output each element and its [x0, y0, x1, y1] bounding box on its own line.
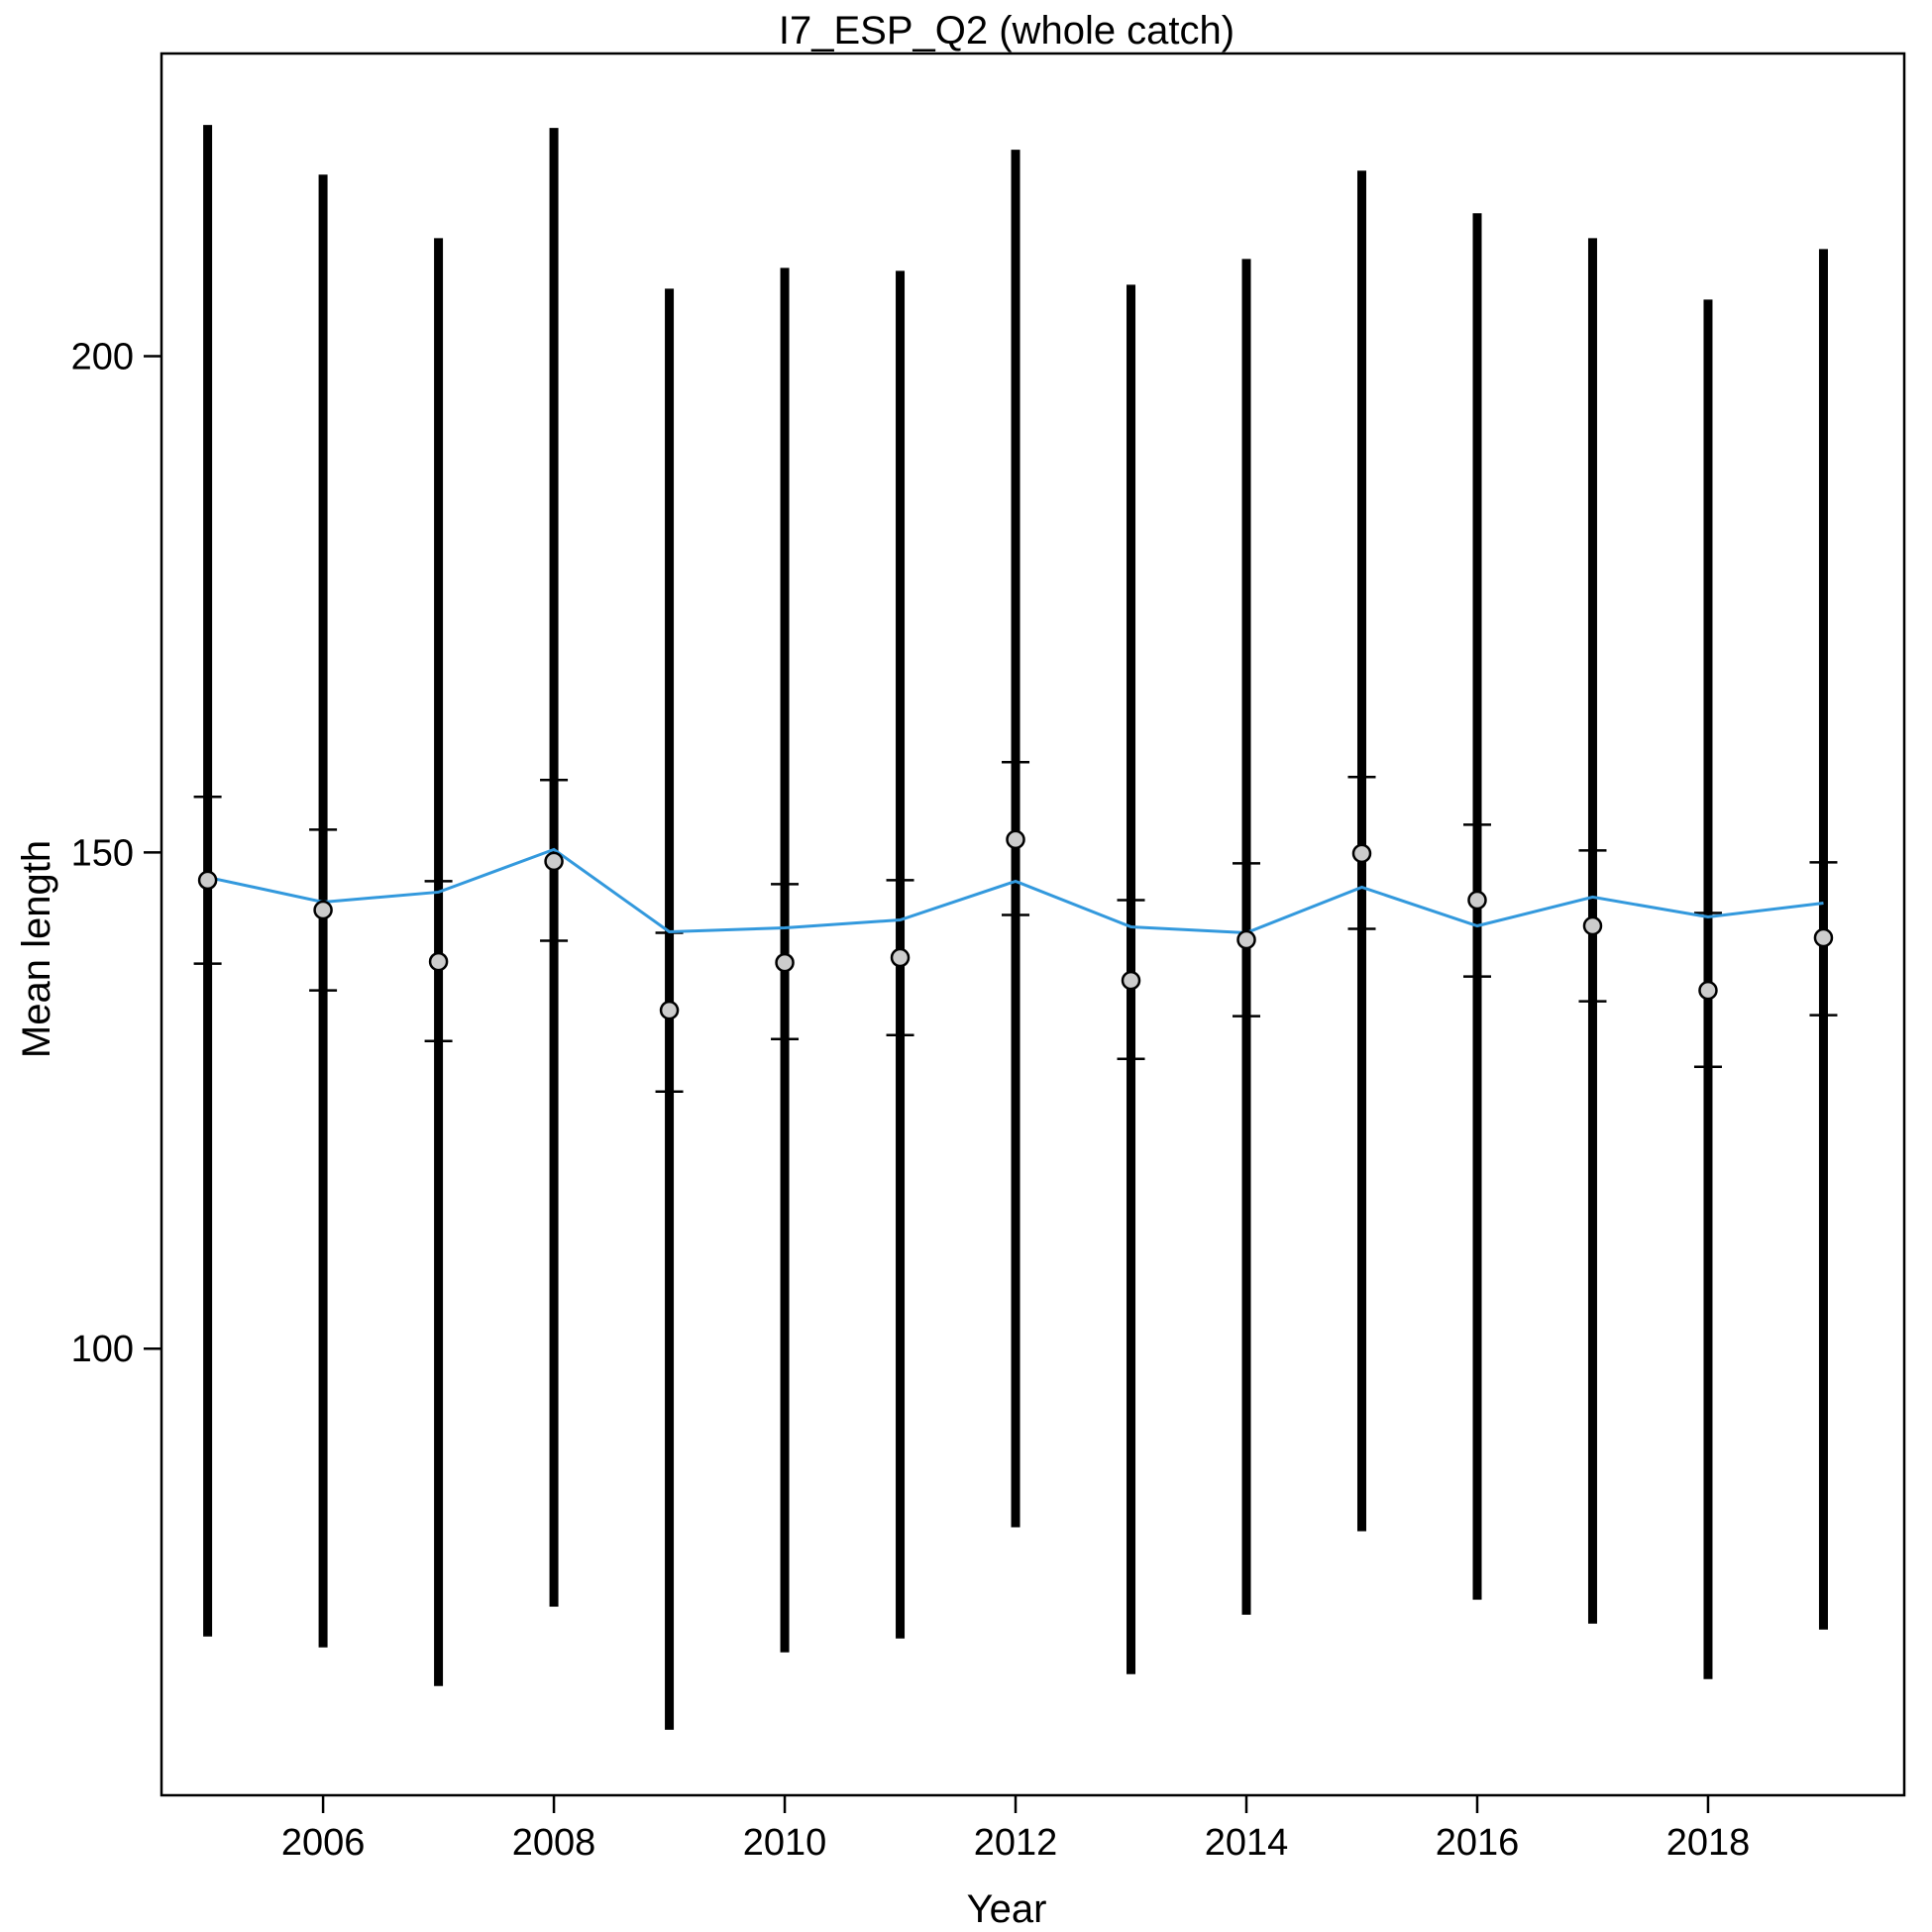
- y-tick-label: 100: [71, 1329, 134, 1370]
- x-tick-label: 2012: [974, 1822, 1058, 1864]
- x-tick-label: 2018: [1666, 1822, 1751, 1864]
- x-tick-label: 2016: [1436, 1822, 1520, 1864]
- observed-mean-point: [890, 947, 911, 968]
- y-tick-label: 200: [71, 337, 134, 378]
- observed-mean-point: [1582, 915, 1603, 936]
- observed-mean-point: [1813, 927, 1834, 948]
- observed-mean-point: [775, 952, 795, 973]
- observed-mean-point: [1467, 890, 1487, 911]
- observed-mean-point: [544, 851, 564, 872]
- x-tick-label: 2014: [1205, 1822, 1289, 1864]
- plot-area: 2006 2008 2010 2012 2014 2016 2018 100 150 200: [71, 52, 1906, 1864]
- observed-mean-point: [313, 900, 333, 920]
- plot-frame: [160, 52, 1906, 1797]
- expected-mean-line: [207, 847, 1824, 935]
- observed-mean-point: [197, 870, 218, 891]
- y-axis-label: Mean length: [15, 840, 58, 1058]
- observed-mean-point: [428, 951, 449, 972]
- chart-title: I7_ESP_Q2 (whole catch): [779, 9, 1234, 53]
- observed-mean-point: [1698, 980, 1718, 1001]
- observed-mean-point: [1351, 843, 1372, 864]
- y-tick-label: 150: [71, 832, 134, 874]
- observed-mean-point: [1121, 970, 1141, 991]
- x-tick-label: 2006: [281, 1822, 366, 1864]
- observed-mean-point: [1236, 929, 1256, 950]
- observed-mean-point: [1006, 829, 1025, 850]
- x-tick-label: 2010: [743, 1822, 827, 1864]
- x-tick-label: 2008: [512, 1822, 596, 1864]
- observed-mean-point: [659, 1000, 680, 1020]
- x-axis-label: Year: [967, 1887, 1047, 1931]
